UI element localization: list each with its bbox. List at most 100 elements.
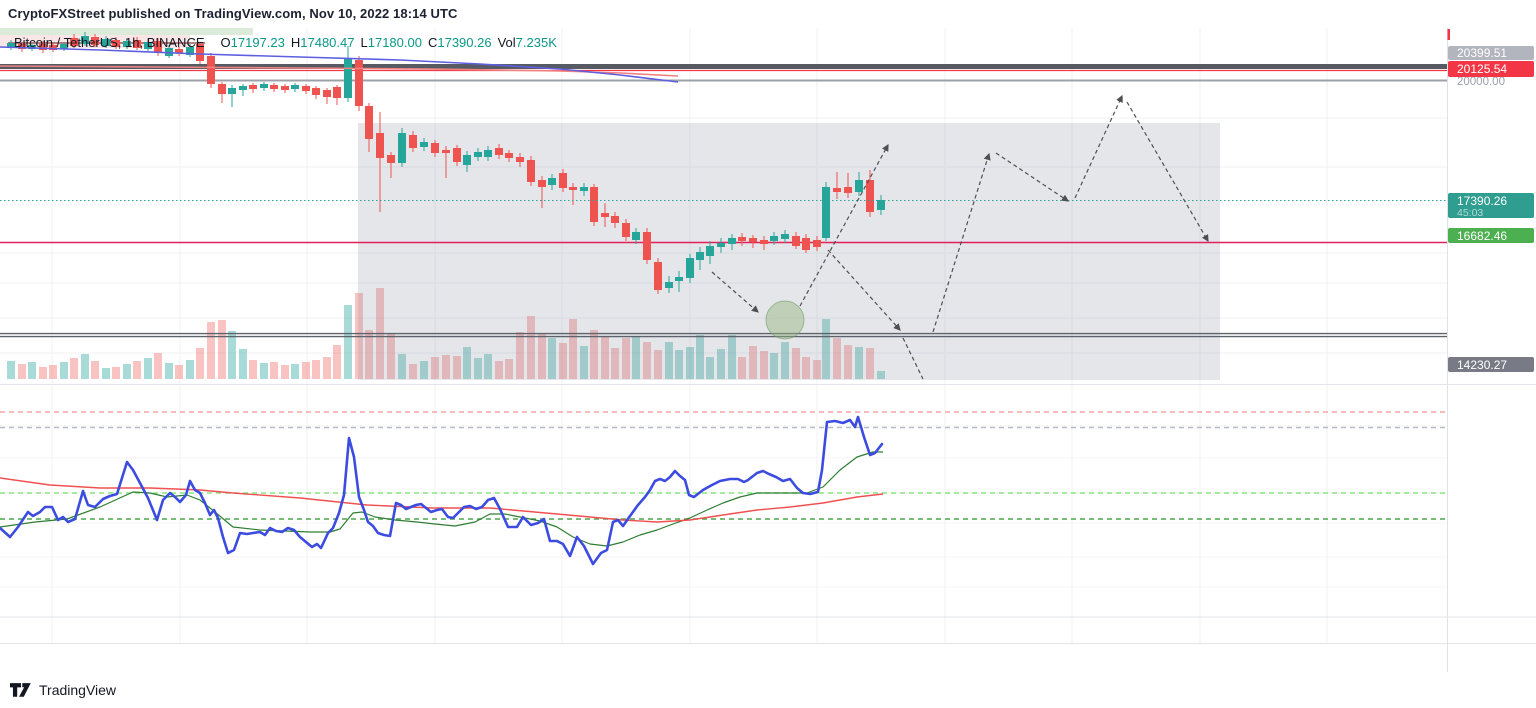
chart-legend[interactable]: Bitcoin / TetherUS, 1h, BINANCE O17197.23… — [14, 35, 557, 50]
volume-bar — [844, 345, 852, 379]
volume-bar — [802, 357, 810, 379]
volume-bar — [822, 319, 830, 379]
candle-body — [70, 38, 78, 46]
volume-bar — [453, 356, 461, 379]
candle-body — [333, 87, 341, 98]
projection-zigzag-segment[interactable] — [711, 271, 759, 313]
volume-bar — [344, 305, 352, 379]
price-axis[interactable]: USDT 19000.0018000.0016400.0015800.00152… — [1447, 28, 1536, 672]
volume-bar — [123, 364, 131, 379]
candle-body — [186, 47, 194, 55]
volume-bar — [312, 360, 320, 379]
candle-body — [844, 187, 852, 193]
projection-zigzag-segment[interactable] — [995, 152, 1069, 202]
volume-bar — [291, 364, 299, 379]
volume-bar — [580, 346, 588, 379]
volume-bar — [760, 351, 768, 379]
thick-gray-resistance-band[interactable] — [0, 64, 1447, 69]
low-value: 17180.00 — [367, 35, 422, 50]
volume-bar — [7, 361, 15, 379]
high-value: 17480.47 — [300, 35, 355, 50]
time-axis[interactable]: 12:00812:00912:001012:001112:001212:00 — [0, 645, 1536, 672]
projection-zigzag-segment[interactable] — [902, 337, 924, 380]
volume-bar — [207, 322, 215, 379]
candle-body — [813, 240, 821, 247]
projection-zigzag-segment[interactable] — [827, 249, 901, 331]
candle-body — [442, 150, 450, 153]
candle-body — [675, 277, 683, 281]
volume-bar — [249, 360, 257, 379]
volume-bar — [833, 338, 841, 379]
projection-zigzag-segment[interactable] — [1126, 101, 1209, 243]
candle-body — [569, 187, 577, 190]
volume-bar — [70, 358, 78, 379]
candle-body — [548, 178, 556, 185]
candle-body — [855, 180, 863, 192]
candle-body — [175, 49, 183, 53]
volume-bar — [527, 316, 535, 379]
candle-body — [365, 106, 373, 139]
volume-bar — [548, 338, 556, 379]
volume-bar — [165, 363, 173, 379]
volume-bar — [654, 350, 662, 379]
candle-body — [474, 152, 482, 157]
volume-bar — [601, 337, 609, 379]
close-value: 17390.26 — [437, 35, 492, 50]
projection-zigzag-segment[interactable] — [799, 143, 889, 307]
volume-bar — [228, 331, 236, 379]
candle-body — [749, 238, 757, 242]
candlestick-series — [7, 32, 885, 294]
volume-bar — [622, 338, 630, 379]
symbol-title: Bitcoin / TetherUS, 1h, BINANCE — [14, 35, 205, 50]
volume-bar — [186, 360, 194, 379]
volume-bar — [686, 347, 694, 379]
projection-zigzag-segment[interactable] — [1074, 94, 1123, 199]
volume-bar — [144, 358, 152, 379]
annotation-circle[interactable] — [765, 300, 805, 340]
volume-bar — [728, 335, 736, 379]
volume-bar — [516, 332, 524, 379]
candle-body — [431, 143, 439, 153]
candle-body — [18, 44, 26, 49]
candle-body — [228, 88, 236, 94]
candle-body — [281, 86, 289, 90]
projection-zigzag-segment[interactable] — [932, 152, 991, 333]
candle-body — [49, 45, 57, 50]
price-flag-label: 14230.27 — [1448, 357, 1534, 372]
candle-body — [877, 200, 885, 210]
price-flag-label: 17390.26 45:03 — [1448, 193, 1534, 218]
volume-bar — [717, 349, 725, 379]
volume-bar — [696, 335, 704, 379]
candle-body — [81, 36, 89, 44]
volume-bar — [675, 350, 683, 379]
candle-body — [312, 88, 320, 95]
volume-bar — [133, 361, 141, 379]
candle-body — [590, 187, 598, 222]
volume-bar — [196, 348, 204, 379]
price-flag-label: 20000.00 — [1457, 77, 1505, 86]
candle-body — [654, 262, 662, 290]
low-label: L — [360, 35, 368, 50]
highlighted-range-box[interactable] — [358, 123, 1220, 380]
candle-body — [495, 148, 503, 155]
candle-body — [632, 232, 640, 240]
candle-body — [738, 237, 746, 241]
tradingview-logo[interactable]: TradingView — [10, 681, 116, 698]
volume-bar — [420, 361, 428, 379]
candle-body — [538, 180, 546, 187]
volume-bar — [323, 357, 331, 379]
close-label: C — [427, 35, 438, 50]
tradingview-logo-text: TradingView — [39, 681, 117, 698]
volume-bar — [302, 362, 310, 379]
volume-bar — [333, 345, 341, 379]
volume-bar — [781, 342, 789, 379]
volume-bar — [559, 343, 567, 379]
volume-bar — [484, 354, 492, 379]
volume-bar — [260, 363, 268, 379]
candle-body — [207, 56, 215, 84]
volume-bar — [28, 362, 36, 379]
candle-body — [355, 60, 363, 106]
volume-bar — [175, 365, 183, 379]
